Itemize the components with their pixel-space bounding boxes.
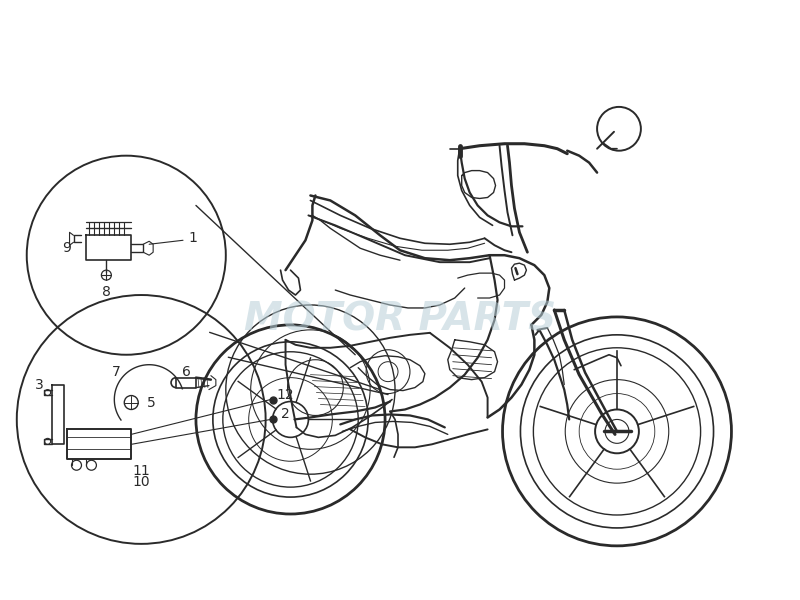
Text: 1: 1 — [189, 231, 198, 245]
Text: 5: 5 — [146, 395, 155, 410]
Text: 6: 6 — [182, 365, 190, 379]
Text: 8: 8 — [102, 285, 111, 299]
Text: 12: 12 — [277, 388, 294, 401]
Text: MOTOR PARTS: MOTOR PARTS — [244, 301, 556, 339]
Text: 9: 9 — [62, 241, 71, 255]
Text: 10: 10 — [132, 475, 150, 489]
Text: 7: 7 — [112, 365, 121, 379]
Text: 2: 2 — [281, 407, 290, 421]
Text: 11: 11 — [132, 464, 150, 478]
Text: 3: 3 — [35, 377, 44, 392]
